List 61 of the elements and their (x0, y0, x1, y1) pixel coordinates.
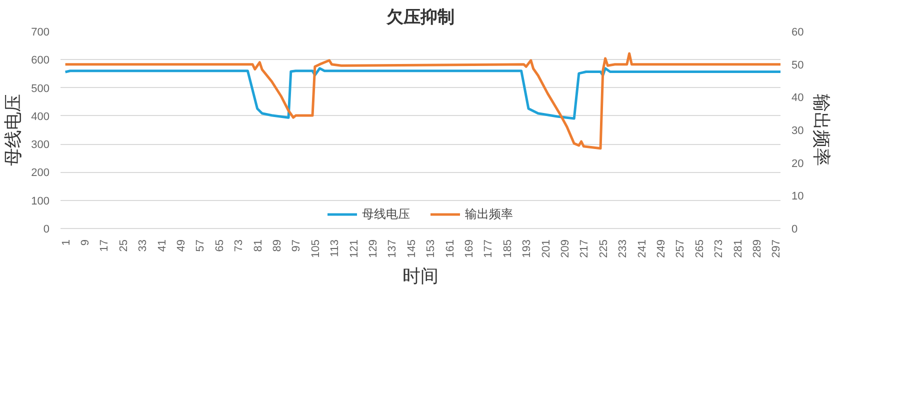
y-axis-title: 母线电压 (3, 94, 24, 166)
y-tick-label: 600 (31, 54, 50, 67)
x-tick-label: 33 (137, 239, 150, 252)
x-tick-label: 209 (560, 239, 572, 258)
x-tick-label: 225 (598, 239, 610, 258)
y2-tick-label: 20 (792, 158, 804, 170)
x-tick-label: 89 (272, 239, 284, 252)
y2-tick-label: 60 (792, 26, 804, 38)
x-tick-label: 9 (80, 239, 92, 246)
x-tick-label: 129 (368, 239, 380, 258)
y2-tick-label: 0 (792, 224, 798, 236)
y2-tick-label: 50 (792, 59, 804, 72)
x-tick-label: 105 (310, 239, 322, 258)
y2-tick-label: 10 (792, 190, 804, 203)
x-tick-label: 121 (348, 239, 360, 258)
x-tick-label: 49 (176, 239, 188, 252)
x-tick-label: 41 (156, 239, 168, 252)
line-series (64, 52, 780, 150)
x-tick-label: 249 (656, 239, 668, 258)
x-tick-label: 169 (464, 239, 476, 258)
x-tick-label: 25 (118, 239, 130, 252)
y-tick-label: 700 (31, 26, 50, 38)
x-tick-label: 17 (98, 239, 111, 252)
x-tick-label: 217 (578, 239, 591, 258)
x-tick-label: 81 (252, 239, 264, 252)
x-tick-label: 233 (617, 239, 630, 258)
chart-title: 欠压抑制 (386, 8, 454, 26)
x-tick-label: 1 (60, 239, 72, 246)
y2-tick-label: 30 (792, 125, 804, 137)
x-tick-label: 273 (713, 239, 726, 258)
x-tick-label: 257 (674, 239, 687, 258)
y-tick-label: 200 (31, 167, 50, 180)
x-tick-label: 241 (636, 239, 648, 258)
x-tick-label: 161 (444, 239, 456, 258)
x-tick-label: 113 (329, 239, 342, 258)
y2-tick-label: 40 (792, 92, 804, 104)
x-tick-label: 97 (290, 239, 303, 252)
line-series (64, 67, 780, 120)
x-tick-label: 65 (214, 239, 226, 252)
x-axis-title: 时间 (402, 266, 438, 286)
x-tick-label: 145 (406, 239, 418, 258)
y-tick-label: 300 (31, 139, 50, 152)
y-tick-label: 500 (31, 82, 50, 95)
x-tick-label: 201 (540, 239, 552, 258)
y-tick-label: 100 (31, 195, 50, 208)
x-tick-label: 265 (694, 239, 706, 258)
x-tick-label: 185 (502, 239, 514, 258)
x-tick-label: 297 (770, 239, 783, 258)
legend-label: 母线电压 (362, 206, 410, 222)
x-tick-label: 177 (482, 239, 495, 258)
y-tick-label: 0 (43, 224, 50, 236)
x-tick-label: 137 (386, 239, 399, 258)
x-tick-label: 57 (194, 239, 207, 252)
x-tick-label: 193 (521, 239, 534, 258)
y-tick-label: 400 (31, 110, 50, 123)
x-tick-label: 153 (425, 239, 438, 258)
y2-axis-title: 输出频率 (812, 94, 832, 166)
x-tick-label: 289 (752, 239, 764, 258)
legend-label: 输出频率 (465, 206, 513, 222)
x-tick-label: 73 (233, 239, 246, 252)
x-tick-label: 281 (732, 239, 744, 258)
